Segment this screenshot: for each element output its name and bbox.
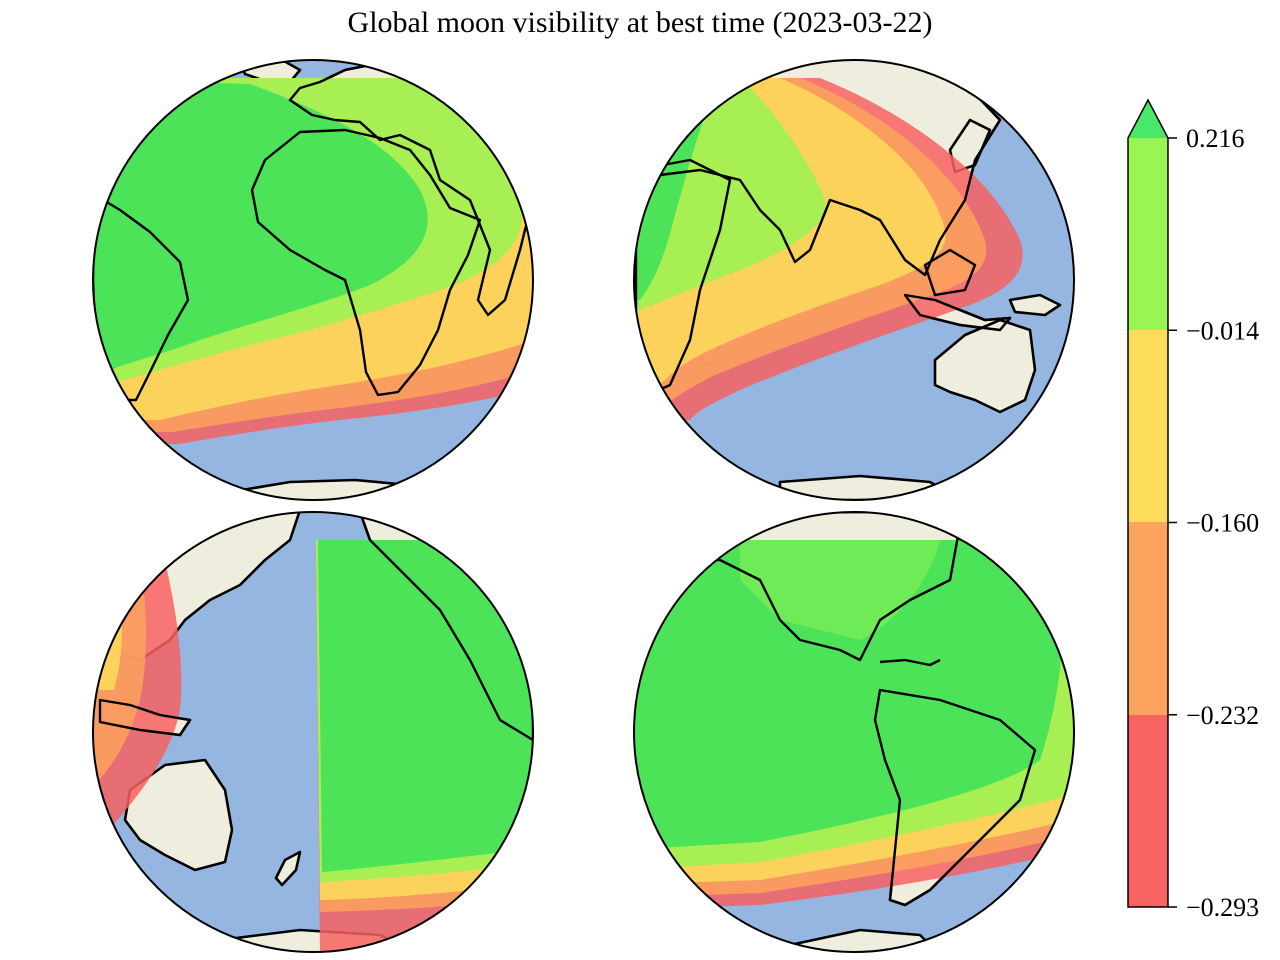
colorbar-tick-label: −0.160 bbox=[1186, 509, 1259, 538]
coastline-new-guinea bbox=[1008, 293, 1062, 317]
band-dark-green bbox=[634, 540, 1064, 850]
globe-pacific bbox=[92, 511, 534, 953]
colorbar-segment-yellow bbox=[1128, 330, 1168, 522]
colorbar-tick-label: −0.232 bbox=[1186, 701, 1259, 730]
colorbar-segment-orange bbox=[1128, 522, 1168, 715]
coastline-indonesia-outline bbox=[98, 698, 192, 737]
globe-americas bbox=[633, 511, 1075, 953]
colorbar-segment-red bbox=[1128, 715, 1168, 907]
coastline-antarctica bbox=[228, 478, 472, 500]
coastline-africa-outline bbox=[250, 128, 482, 397]
colorbar-tick-label: −0.293 bbox=[1186, 893, 1259, 922]
colorbar: 0.216 −0.014 −0.160 −0.232 −0.293 bbox=[1127, 98, 1259, 922]
globe-africa-europe bbox=[92, 59, 534, 501]
coastline-new-zealand bbox=[274, 850, 302, 887]
coastline-australia bbox=[933, 318, 1037, 414]
band-dark-green bbox=[318, 540, 533, 872]
globe-outline bbox=[92, 511, 534, 953]
colorbar-ticks: 0.216 −0.014 −0.160 −0.232 −0.293 bbox=[1168, 124, 1259, 922]
globe-outline bbox=[633, 59, 1075, 501]
coastline-indonesia-outline bbox=[903, 293, 1012, 332]
colorbar-outline bbox=[1127, 98, 1169, 908]
coastline-borneo-outline bbox=[923, 248, 977, 297]
band-dark-green bbox=[93, 78, 428, 370]
band-light-green-highlight bbox=[740, 540, 940, 640]
globe-outline bbox=[633, 511, 1075, 953]
coastline-australia bbox=[123, 758, 234, 872]
globe-outline bbox=[92, 59, 534, 501]
colorbar-segment-light-green bbox=[1128, 138, 1168, 330]
chart-title: Global moon visibility at best time (202… bbox=[348, 6, 933, 39]
colorbar-extend-arrow bbox=[1128, 100, 1168, 138]
colorbar-tick-label: −0.014 bbox=[1186, 316, 1259, 345]
colorbar-tick-label: 0.216 bbox=[1186, 124, 1245, 153]
globe-asia-australia bbox=[633, 59, 1075, 501]
coastline-caribbean bbox=[879, 658, 941, 667]
coastline-south-america-outline bbox=[873, 688, 1037, 907]
